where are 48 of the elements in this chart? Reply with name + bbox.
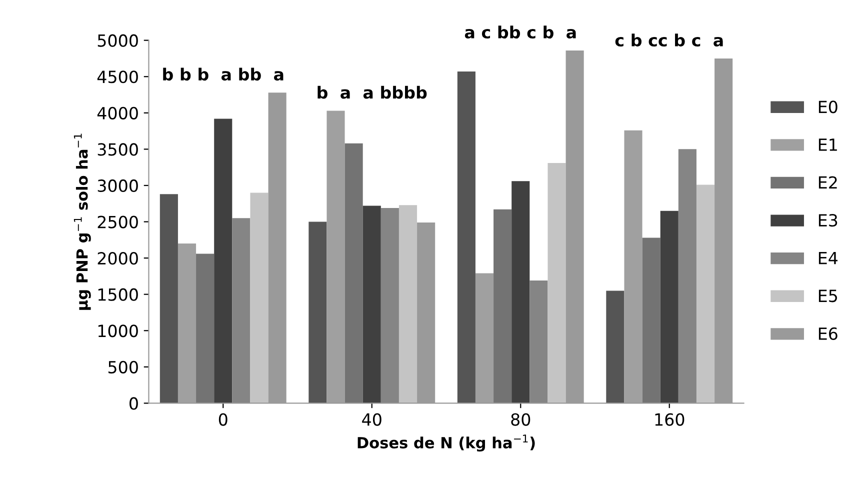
bar (457, 72, 476, 404)
bar (530, 280, 548, 404)
bar (512, 181, 530, 404)
y-tick-label: 3500 (98, 143, 138, 156)
bar (548, 162, 566, 404)
bar (606, 290, 624, 404)
y-tick-label: 2000 (98, 252, 138, 265)
bar (160, 194, 178, 404)
bar (196, 254, 214, 404)
annotation: b b b a bb a (163, 68, 284, 81)
x-tick-label: 80 (511, 413, 530, 426)
y-tick-label: 1500 (98, 288, 138, 301)
bar (362, 206, 381, 404)
bar (308, 222, 327, 404)
y-tick-label: 4500 (97, 70, 138, 84)
bar (232, 218, 250, 404)
y-tick-label: 4000 (97, 106, 138, 120)
bar (250, 192, 268, 404)
bar (398, 205, 418, 404)
bar (494, 209, 512, 404)
y-tick-label: 1000 (98, 324, 138, 338)
text: a c bb c b a (464, 26, 576, 39)
x-axis-title: Doses de N (kg ha$^{−1}$) (358, 434, 535, 452)
legend-label: E6 (818, 327, 838, 340)
y-tick-label: 500 (108, 360, 138, 374)
bar (678, 149, 696, 404)
legend-label: E3 (818, 214, 838, 227)
y-tick-label: 0 (130, 397, 138, 410)
y-axis-title: µg PNP g$^{−1}$ solo ha$^{−1}$ (74, 134, 91, 310)
legend-label: E0 (818, 100, 838, 114)
bar (642, 238, 660, 404)
y-tick-label: 2500 (98, 216, 138, 228)
x-tick-label: 160 (655, 413, 684, 426)
legend-label: E1 (818, 138, 837, 151)
bar (380, 208, 399, 404)
annotation: c b cc b c a (615, 34, 723, 47)
bar (214, 118, 232, 404)
legend-label: E5 (818, 290, 837, 302)
legend-label: E2 (818, 176, 837, 189)
legend-label: E4 (818, 252, 838, 264)
y-tick-label: 5000 (98, 34, 138, 47)
annotation: b a a bbbb (318, 86, 427, 99)
bar (660, 210, 678, 404)
y-tick-label: 3000 (98, 179, 138, 192)
x-tick-label: 40 (362, 413, 382, 426)
bar (696, 184, 715, 404)
bar (344, 143, 363, 404)
x-tick-label: 0 (218, 413, 228, 426)
